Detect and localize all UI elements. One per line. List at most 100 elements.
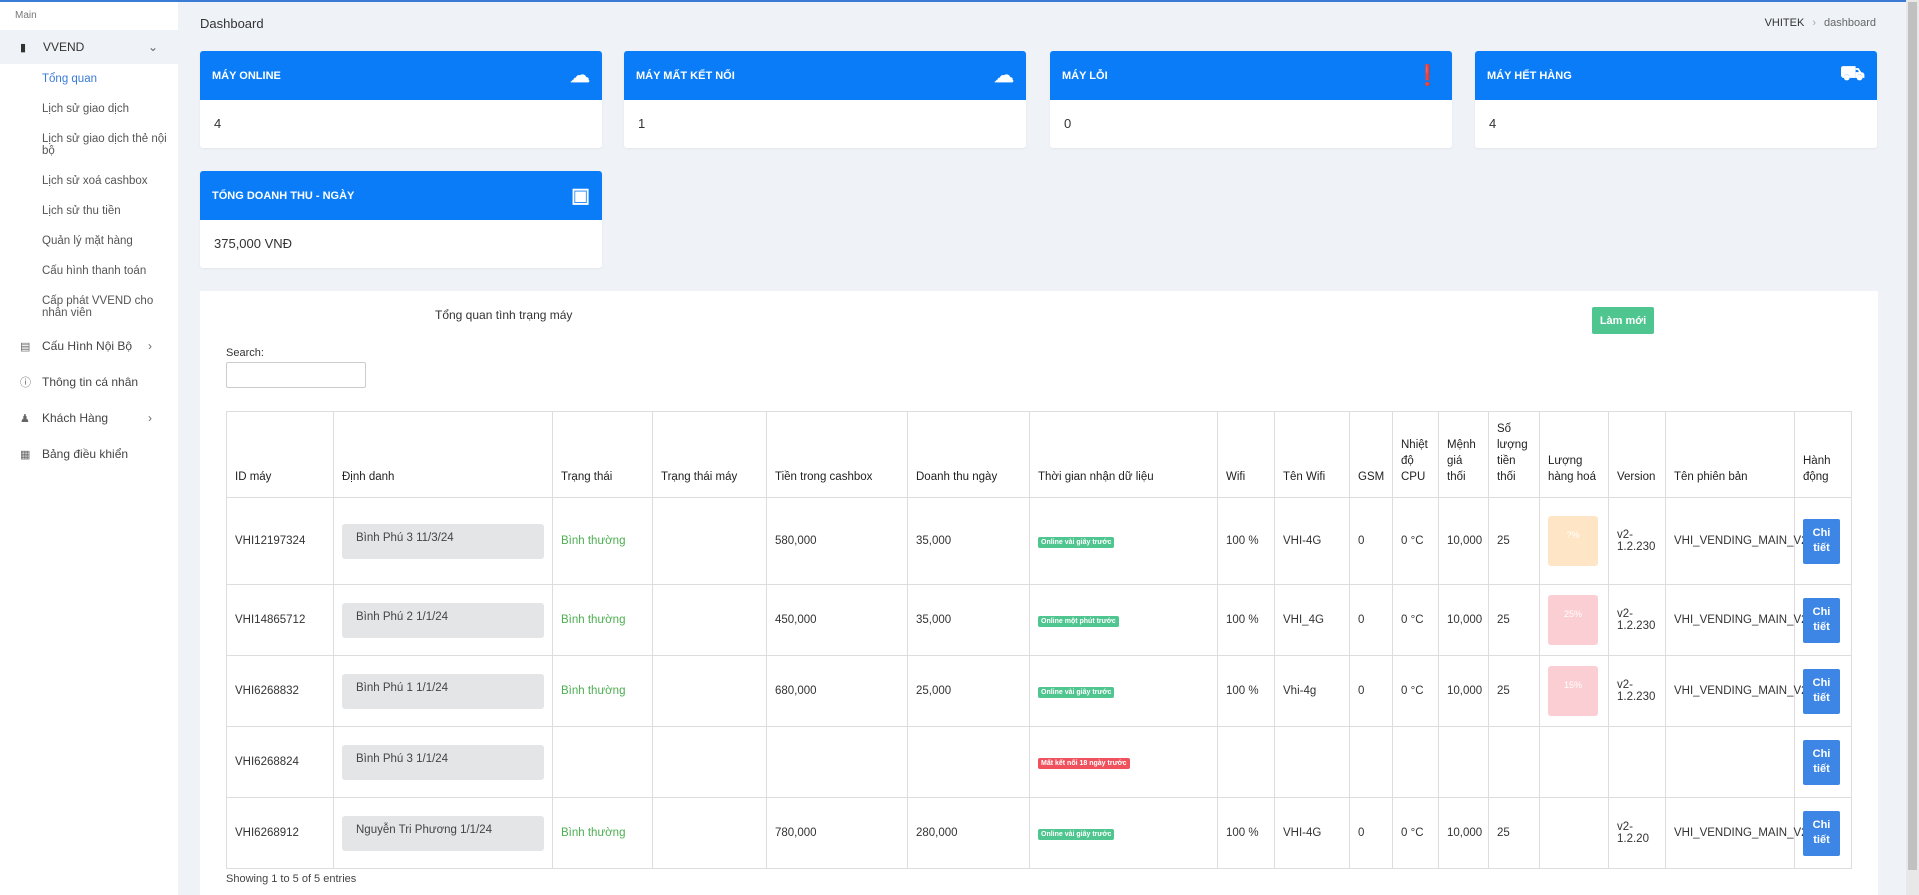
cashbox-amount: 450,000 bbox=[766, 584, 908, 656]
detail-button[interactable]: Chi tiết bbox=[1803, 668, 1840, 714]
column-header[interactable]: Hành động bbox=[1794, 411, 1852, 498]
sidebar-item-label: Thông tin cá nhân bbox=[42, 375, 139, 389]
chevron-right-icon: › bbox=[148, 339, 152, 353]
chevron-down-icon: ⌄ bbox=[148, 40, 159, 54]
wifi-name bbox=[1274, 726, 1350, 798]
cashbox-amount: 780,000 bbox=[766, 797, 908, 869]
sidebar-subitem[interactable]: Cấu hình thanh toán bbox=[42, 265, 147, 277]
search-label: Search: bbox=[226, 347, 264, 359]
identifier-field[interactable]: Bình Phú 1 1/1/24 bbox=[342, 673, 544, 709]
column-header[interactable]: ID máy bbox=[226, 411, 334, 498]
detail-button[interactable]: Chi tiết bbox=[1803, 597, 1840, 643]
column-header[interactable]: GSM bbox=[1349, 411, 1393, 498]
change-count bbox=[1488, 726, 1540, 798]
column-header[interactable]: Định danh bbox=[333, 411, 553, 498]
column-header[interactable]: Trạng thái máy bbox=[652, 411, 767, 498]
sidebar-subitem[interactable]: Lịch sử giao dịch bbox=[42, 103, 129, 115]
machine-status bbox=[652, 497, 767, 585]
gsm: 0 bbox=[1349, 497, 1393, 585]
sidebar-subitem[interactable]: Quản lý mặt hàng bbox=[42, 235, 133, 247]
breadcrumb: VHITEK › dashboard bbox=[1765, 17, 1876, 29]
wifi-name: VHI-4G bbox=[1274, 797, 1350, 869]
column-header[interactable]: Lượng hàng hoá bbox=[1539, 411, 1609, 498]
column-header[interactable]: Thời gian nhận dữ liệu bbox=[1029, 411, 1218, 498]
cloud-off-icon: ☁ bbox=[994, 65, 1014, 87]
sidebar-section-label: Main bbox=[15, 10, 37, 21]
search-input[interactable] bbox=[226, 362, 366, 388]
gsm: 0 bbox=[1349, 655, 1393, 727]
column-header[interactable]: Trạng thái bbox=[552, 411, 653, 498]
cpu-temp bbox=[1392, 726, 1439, 798]
last-seen-badge: Online vài giây trước bbox=[1038, 686, 1115, 698]
action-cell: Chi tiết bbox=[1794, 797, 1852, 869]
identifier-field[interactable]: Bình Phú 2 1/1/24 bbox=[342, 602, 544, 638]
column-header[interactable]: Nhiệt độ CPU bbox=[1392, 411, 1439, 498]
last-seen-badge: Online vài giây trước bbox=[1038, 828, 1115, 840]
action-cell: Chi tiết bbox=[1794, 584, 1852, 656]
stat-card-value: 4 bbox=[214, 116, 222, 131]
stock-cell: ?% bbox=[1539, 497, 1609, 585]
sidebar-item[interactable]: ▦ Bảng điều khiển bbox=[0, 436, 178, 472]
last-seen-cell: Online vài giây trước bbox=[1029, 497, 1218, 585]
wifi-signal: 100 % bbox=[1217, 497, 1275, 585]
breadcrumb-separator-icon: › bbox=[1812, 17, 1816, 29]
change-denomination bbox=[1438, 726, 1489, 798]
change-denomination: 10,000 bbox=[1438, 497, 1489, 585]
change-count: 25 bbox=[1488, 584, 1540, 656]
status bbox=[552, 726, 653, 798]
machine-id: VHI12197324 bbox=[226, 497, 334, 585]
column-header[interactable]: Doanh thu ngày bbox=[907, 411, 1030, 498]
cashbox-amount bbox=[766, 726, 908, 798]
detail-button[interactable]: Chi tiết bbox=[1803, 810, 1840, 856]
version-name: VHI_VENDING_MAIN_V2 bbox=[1665, 797, 1808, 869]
cpu-temp: 0 °C bbox=[1392, 497, 1439, 585]
sidebar-item[interactable]: ♟ Khách Hàng › bbox=[0, 400, 178, 436]
breadcrumb-root[interactable]: VHITEK bbox=[1764, 17, 1805, 29]
cpu-temp: 0 °C bbox=[1392, 797, 1439, 869]
sidebar-item[interactable]: ▤ Cấu Hình Nội Bộ › bbox=[0, 328, 178, 364]
column-header[interactable]: Mệnh giá thối bbox=[1438, 411, 1489, 498]
version-name: VHI_VENDING_MAIN_V2 bbox=[1665, 655, 1808, 727]
detail-button[interactable]: Chi tiết bbox=[1803, 739, 1840, 785]
detail-button[interactable]: Chi tiết bbox=[1803, 518, 1840, 564]
wifi-signal bbox=[1217, 726, 1275, 798]
column-header[interactable]: Tên phiên bản bbox=[1665, 411, 1795, 498]
sidebar-subitem[interactable]: Lịch sử xoá cashbox bbox=[42, 175, 148, 187]
stat-card-title: MÁY ONLINE bbox=[212, 69, 281, 82]
column-header[interactable]: Tiền trong cashbox bbox=[766, 411, 908, 498]
wifi-signal: 100 % bbox=[1217, 584, 1275, 656]
cashbox-amount: 580,000 bbox=[766, 497, 908, 585]
sidebar-group-vvend[interactable]: ▮ VVEND ⌄ bbox=[0, 30, 178, 64]
identifier-field[interactable]: Bình Phú 3 1/1/24 bbox=[342, 744, 544, 780]
change-count: 25 bbox=[1488, 797, 1540, 869]
status: Bình thường bbox=[552, 655, 653, 727]
stock-level: 25% bbox=[1548, 595, 1598, 645]
stat-card-value: 375,000 VNĐ bbox=[214, 236, 293, 251]
info-icon: ⓘ bbox=[20, 377, 31, 389]
last-seen-badge: Online vài giây trước bbox=[1038, 536, 1115, 548]
column-header[interactable]: Tên Wifi bbox=[1274, 411, 1350, 498]
identifier-field[interactable]: Nguyễn Tri Phương 1/1/24 bbox=[342, 815, 544, 851]
column-header[interactable]: Số lượng tiền thối bbox=[1488, 411, 1540, 498]
last-seen-badge: Online một phút trước bbox=[1038, 615, 1119, 627]
column-header[interactable]: Version bbox=[1608, 411, 1666, 498]
last-seen-cell: Mất kết nối 18 ngày trước bbox=[1029, 726, 1218, 798]
sidebar-subitem[interactable]: Lịch sử thu tiền bbox=[42, 205, 121, 217]
stat-card-value: 0 bbox=[1064, 116, 1072, 131]
sidebar-subitem[interactable]: Lịch sử giao dịch thẻ nội bộ bbox=[42, 133, 167, 157]
sidebar-subitem[interactable]: Tổng quan bbox=[42, 73, 97, 85]
version bbox=[1608, 726, 1666, 798]
page-scrollbar[interactable] bbox=[1906, 0, 1919, 895]
page-title: Dashboard bbox=[200, 16, 264, 31]
scrollbar-thumb[interactable] bbox=[1908, 2, 1917, 870]
cpu-temp: 0 °C bbox=[1392, 584, 1439, 656]
column-header[interactable]: Wifi bbox=[1217, 411, 1275, 498]
daily-revenue bbox=[907, 726, 1030, 798]
identifier-field[interactable]: Bình Phú 3 11/3/24 bbox=[342, 523, 544, 559]
version: v2-1.2.230 bbox=[1608, 655, 1666, 727]
last-seen-cell: Online vài giây trước bbox=[1029, 797, 1218, 869]
sidebar-item[interactable]: ⓘ Thông tin cá nhân bbox=[0, 364, 178, 400]
refresh-button[interactable]: Làm mới bbox=[1592, 307, 1654, 334]
sidebar-subitem[interactable]: Cấp phát VVEND cho nhân viên bbox=[42, 295, 154, 319]
stat-card-header: MÁY HẾT HÀNG ⛟ bbox=[1475, 51, 1877, 100]
